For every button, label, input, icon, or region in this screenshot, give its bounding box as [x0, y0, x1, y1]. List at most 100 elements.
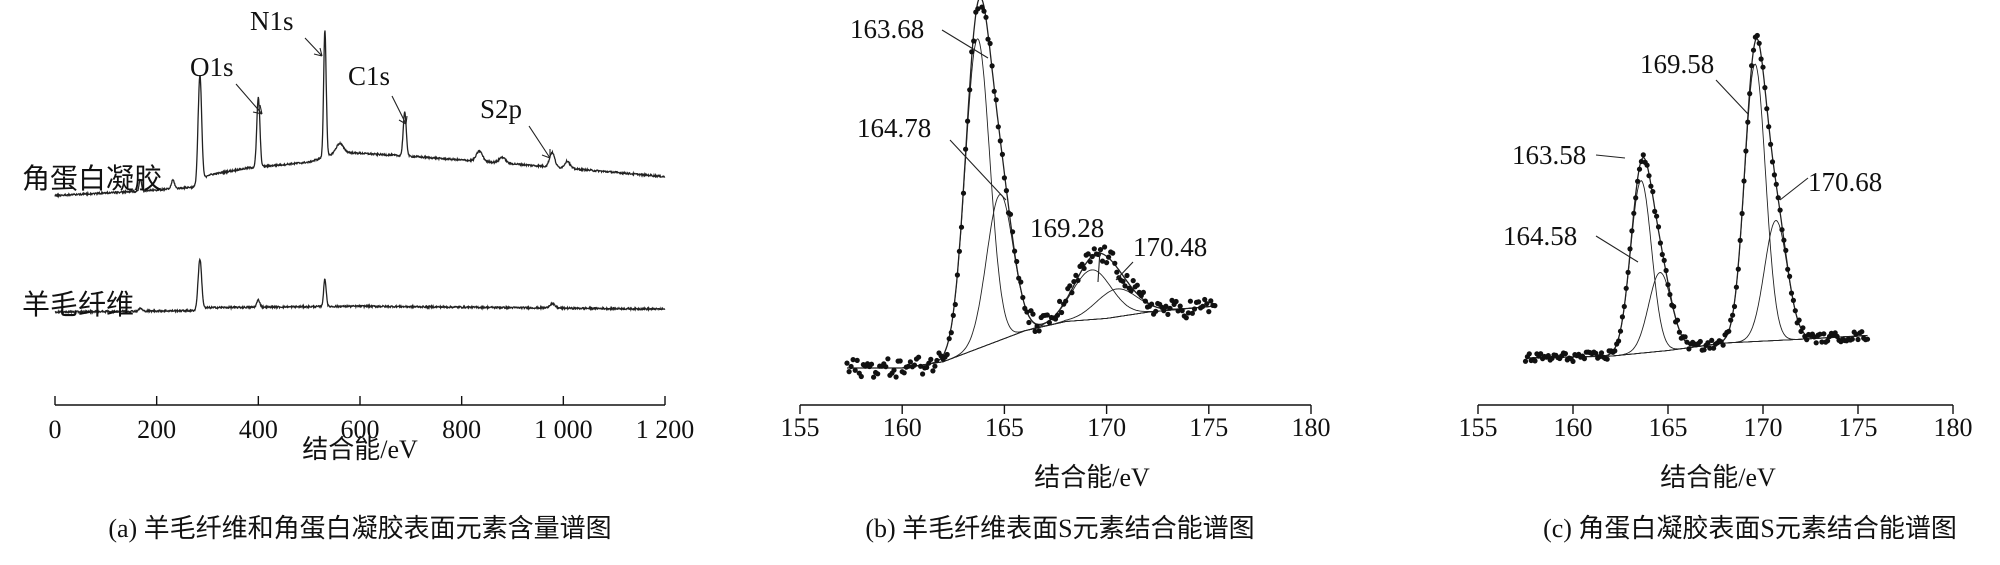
panel-c-label-169-58: 169.58 [1640, 49, 1714, 79]
panel-a-legend-keratin-gel: 角蛋白凝胶 [22, 163, 162, 195]
panel-c-label-170-68-arrow [1779, 177, 1809, 201]
data-point [1003, 188, 1010, 194]
data-point [1020, 294, 1026, 301]
annotation-s2p-arrow [528, 125, 551, 159]
data-point [1081, 265, 1087, 271]
data-point [1175, 308, 1181, 314]
data-point [1621, 303, 1627, 310]
panel-b-label-164-78: 164.78 [857, 113, 931, 143]
data-point [1657, 240, 1663, 246]
panel-b-data-points [844, 4, 1218, 380]
x-tick-label: 155 [781, 413, 820, 442]
data-point [1091, 246, 1097, 252]
data-point [1640, 152, 1646, 158]
data-point [1071, 279, 1077, 285]
data-point [1728, 317, 1734, 323]
x-tick-label: 160 [883, 413, 922, 442]
panel-c-label-164-58-arrow [1595, 235, 1639, 263]
data-point [1187, 298, 1193, 304]
data-point [1771, 172, 1777, 178]
data-point [1633, 195, 1639, 201]
data-point [1686, 346, 1692, 352]
data-point [1526, 351, 1532, 357]
data-point [1654, 213, 1660, 219]
data-point [1097, 247, 1104, 253]
data-point [1161, 308, 1167, 314]
data-point [981, 8, 987, 14]
x-tick-label: 200 [137, 415, 176, 444]
data-point [1705, 340, 1711, 346]
data-point [1165, 311, 1171, 317]
data-point [1014, 258, 1020, 265]
data-point [946, 336, 952, 342]
data-point [844, 360, 850, 366]
data-point [1570, 358, 1576, 364]
envelope-fit [1525, 38, 1868, 359]
data-point [1743, 148, 1749, 154]
data-point [1114, 269, 1120, 275]
data-point [1768, 141, 1774, 147]
panel-c-xlabel: 结合能/eV [1660, 463, 1776, 492]
data-point [1796, 317, 1802, 323]
annotation-n1s-arrow [304, 37, 323, 57]
data-point [1749, 63, 1755, 69]
data-point [997, 138, 1003, 144]
data-point [1079, 261, 1085, 267]
data-point [975, 6, 981, 12]
x-tick-label: 175 [1189, 413, 1228, 442]
data-point [1777, 207, 1783, 213]
data-point [1007, 211, 1014, 217]
data-point [1709, 337, 1715, 343]
data-point [1030, 311, 1036, 317]
data-point [1134, 282, 1140, 288]
data-point [1750, 47, 1757, 53]
data-point [1173, 298, 1179, 305]
data-point [969, 49, 975, 55]
data-point [928, 356, 934, 362]
annotation-s2p: S2p [480, 94, 522, 124]
data-point [1859, 329, 1865, 335]
data-point [1204, 301, 1210, 307]
data-point [1054, 312, 1061, 318]
data-point [1046, 320, 1052, 326]
x-tick-label: 155 [1459, 413, 1498, 442]
data-point [1764, 106, 1770, 112]
data-point [989, 63, 995, 69]
data-point [1659, 251, 1665, 258]
data-point [1623, 285, 1629, 291]
x-tick-label: 600 [341, 415, 380, 444]
data-point [1112, 260, 1118, 266]
panel-c-caption: (c) 角蛋白凝胶表面S元素结合能谱图 [1543, 514, 1957, 543]
panel-c-label-170-68: 170.68 [1808, 167, 1882, 197]
data-point [934, 357, 940, 364]
data-point [1788, 290, 1795, 296]
panel-a-ticks [54, 396, 666, 405]
data-point [1762, 85, 1768, 91]
annotation-o1s: O1s [190, 52, 234, 82]
data-point [1026, 319, 1032, 326]
data-point [1169, 297, 1175, 303]
data-point [1593, 350, 1599, 356]
data-point [1644, 162, 1650, 168]
data-point [901, 370, 907, 376]
data-point [1110, 250, 1116, 256]
data-point [932, 363, 938, 369]
panel-b-label-170-48-arrow [1115, 261, 1134, 281]
data-point [1758, 56, 1764, 62]
data-point [1663, 267, 1669, 274]
data-point [1057, 298, 1063, 304]
data-point [1737, 237, 1743, 243]
data-point [1012, 248, 1018, 254]
data-point [875, 371, 881, 377]
data-point [1800, 325, 1806, 331]
data-point [891, 367, 897, 373]
data-point [905, 363, 911, 369]
data-point [971, 38, 977, 44]
data-point [1142, 298, 1148, 304]
data-point [1612, 348, 1618, 354]
data-point [1206, 309, 1212, 315]
data-point [1671, 303, 1677, 310]
panel-b: 155 160 165 170 175 180 结合能/eV (b) 羊毛纤维表面S元素结… [781, 0, 1331, 543]
data-point [1617, 328, 1624, 334]
data-point [1034, 323, 1040, 329]
